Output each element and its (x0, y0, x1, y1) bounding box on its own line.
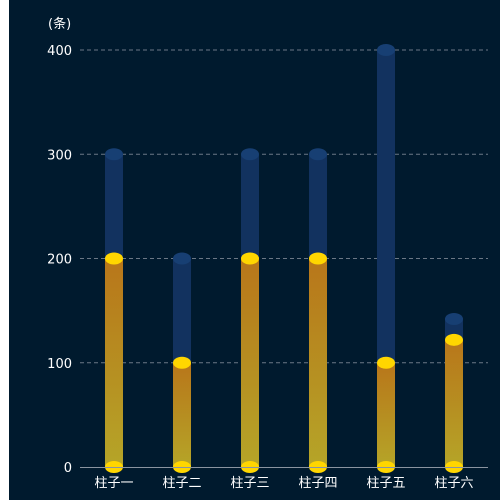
y-tick-label: 400 (47, 44, 72, 59)
y-axis-ticks: 0 100 200 300 400 (47, 44, 72, 476)
back-bar-cap (309, 148, 327, 161)
front-bar-cap (445, 333, 463, 346)
back-bar-cap (173, 252, 191, 265)
front-bar (105, 258, 123, 467)
back-bar-cap (445, 312, 463, 325)
y-tick-label: 0 (64, 461, 72, 476)
front-bar (445, 339, 463, 467)
x-tick-label: 柱子四 (298, 476, 337, 491)
y-tick-label: 200 (47, 253, 72, 268)
front-bar (377, 362, 395, 467)
x-tick-label: 柱子五 (366, 476, 405, 491)
front-bar (241, 258, 259, 467)
bar-group (309, 148, 327, 473)
front-bar-cap (309, 252, 327, 265)
x-tick-label: 柱子二 (162, 476, 201, 491)
y-tick-label: 300 (47, 148, 72, 163)
front-bar-cap (105, 252, 123, 265)
back-bar-cap (377, 44, 395, 56)
front-bar-cap (173, 356, 191, 369)
x-tick-label: 柱子六 (434, 476, 473, 491)
bar-group (105, 148, 123, 473)
bar-group (377, 44, 395, 473)
front-bar-cap (377, 356, 395, 369)
bar-group (241, 148, 259, 473)
front-bar (309, 258, 327, 467)
x-tick-label: 柱子三 (230, 476, 269, 491)
bar-group (173, 252, 191, 473)
front-bar (173, 362, 191, 467)
gridlines (80, 49, 488, 364)
front-bar-cap (241, 252, 259, 265)
bar-group (445, 312, 463, 473)
x-axis-ticks: 柱子一 柱子二 柱子三 柱子四 柱子五 柱子六 (94, 476, 473, 491)
y-axis-unit-label: (条) (48, 16, 71, 32)
x-tick-label: 柱子一 (94, 476, 133, 491)
back-bar-cap (105, 148, 123, 161)
back-bar-cap (241, 148, 259, 161)
y-tick-label: 100 (47, 357, 72, 372)
